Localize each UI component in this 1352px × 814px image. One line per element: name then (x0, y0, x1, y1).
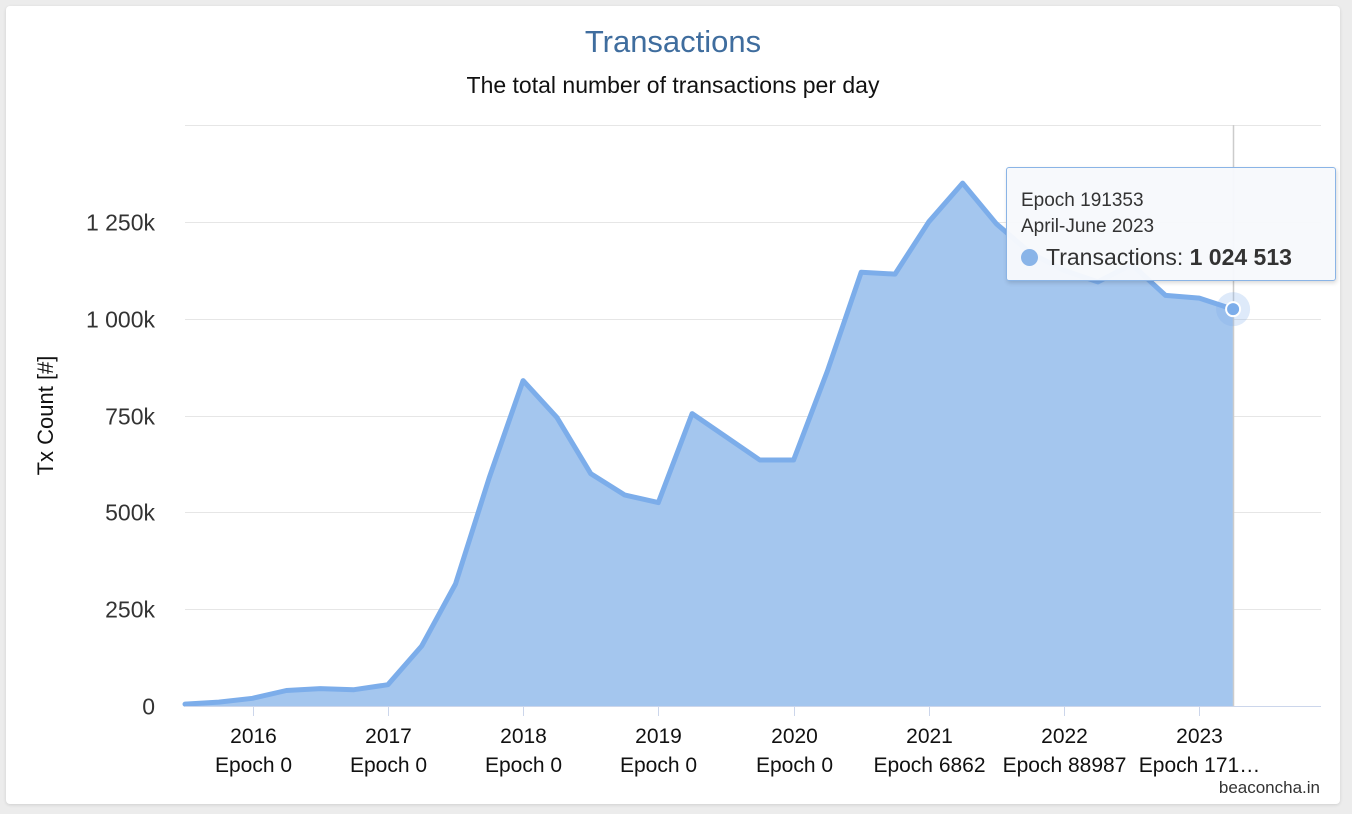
y-tick-label: 1 250k (86, 210, 156, 236)
x-tick-label: 2019 (635, 725, 682, 748)
y-tick-label: 500k (105, 500, 155, 526)
y-tick-label: 750k (105, 404, 155, 430)
tooltip-value: 1 024 513 (1189, 244, 1292, 270)
y-tick-label: 1 000k (86, 307, 156, 333)
tooltip-series-row: Transactions: 1 024 513 (1021, 240, 1335, 274)
x-tick-label: 2018 (500, 725, 547, 748)
x-tick-label: 2022 (1041, 725, 1088, 748)
chart-card: Transactions The total number of transac… (6, 6, 1340, 804)
x-tick-label: 2023 (1176, 725, 1223, 748)
tooltip-epoch: Epoch 191353 (1021, 190, 1144, 211)
series-area (185, 183, 1234, 707)
x-tick-sublabel: Epoch 0 (215, 754, 292, 777)
x-tick-sublabel: Epoch 0 (485, 754, 562, 777)
x-tick-label: 2020 (771, 725, 818, 748)
x-tick-label: 2016 (230, 725, 277, 748)
x-tick-sublabel: Epoch 0 (350, 754, 427, 777)
x-tick-label: 2021 (906, 725, 953, 748)
chart-plot-area: 0 250k 500k 750k 1 000k 1 250k Tx Count [#] 201… (33, 125, 1321, 777)
series-marker-icon (1021, 249, 1038, 266)
x-tick-sublabel: Epoch 0 (756, 754, 833, 777)
y-tick-label: 0 (142, 694, 155, 720)
tooltip-series-label: Transactions: (1046, 244, 1190, 270)
x-tick-label: 2017 (365, 725, 412, 748)
highlight-point (1225, 301, 1242, 318)
credits-link[interactable]: beaconcha.in (1218, 778, 1320, 797)
y-tick-label: 250k (105, 597, 155, 623)
x-tick-sublabel: Epoch 88987 (1003, 754, 1127, 777)
chart-subtitle: The total number of transactions per day (466, 72, 880, 98)
x-tick-sublabel: Epoch 171… (1139, 754, 1260, 777)
x-tick-sublabel: Epoch 6862 (873, 754, 985, 777)
y-axis-title: Tx Count [#] (33, 356, 58, 476)
x-tick-sublabel: Epoch 0 (620, 754, 697, 777)
chart-title: Transactions (584, 24, 762, 59)
chart-tooltip: Epoch 191353 April-June 2023 Transaction… (1006, 167, 1336, 281)
tooltip-period: April-June 2023 (1021, 216, 1155, 237)
